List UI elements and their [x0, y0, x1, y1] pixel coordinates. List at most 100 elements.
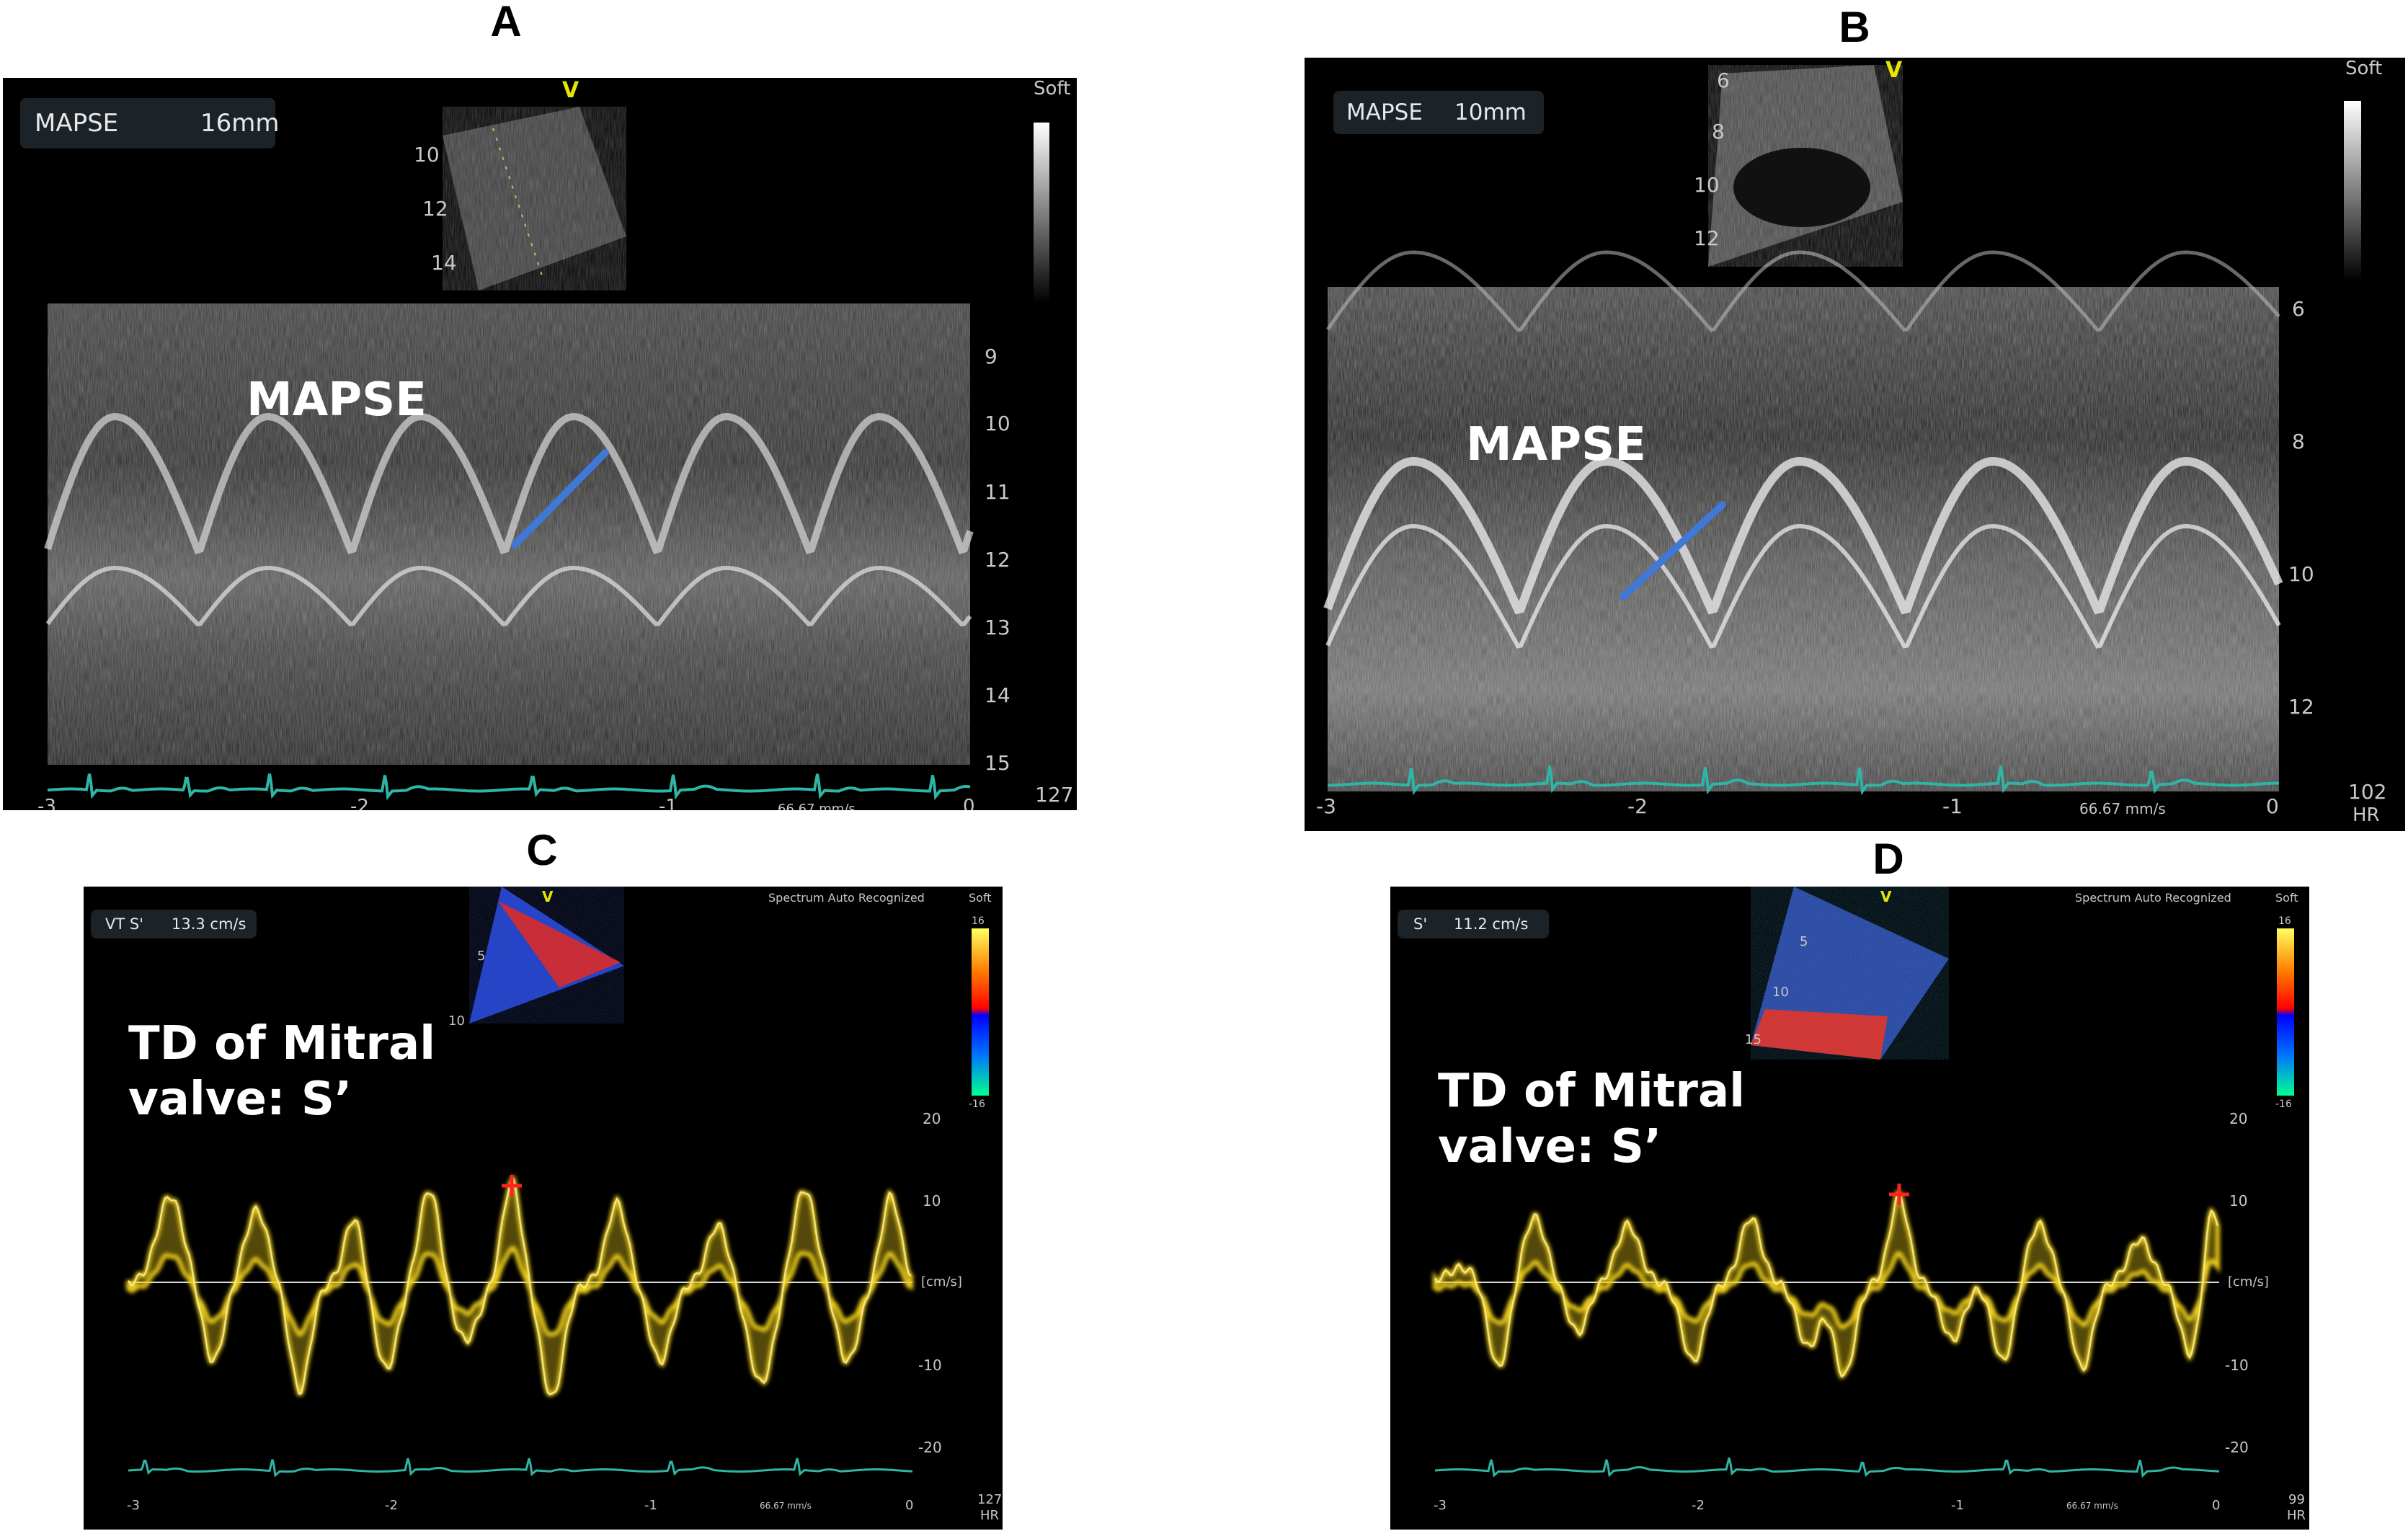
v-marker: V	[1880, 888, 1892, 905]
time-tick-minus1: -1	[1942, 794, 1963, 818]
ecg-trace	[1434, 1457, 2220, 1478]
soft-label: Soft	[2345, 58, 2383, 79]
grayscale-bar	[1034, 123, 1049, 303]
grayscale-bar	[2344, 101, 2361, 281]
color-scale-bottom: -16	[2275, 1099, 2292, 1110]
velocity-tick-20: 20	[2229, 1110, 2248, 1127]
soft-label: Soft	[969, 891, 992, 905]
time-tick-minus1: -1	[644, 1498, 657, 1513]
time-tick-minus2: -2	[1692, 1498, 1705, 1513]
mitral-annulus-trace	[44, 413, 974, 555]
sweep-speed: 66.67 mm/s	[2066, 1501, 2118, 1511]
sector-depth-6: 6	[1717, 68, 1730, 92]
overlay-label: TD of Mitral valve: S’	[1438, 1065, 1746, 1173]
measurement-value: 11.2 cm/s	[1454, 915, 1529, 933]
spectrum-auto-label: Spectrum Auto Recognized	[768, 891, 925, 905]
depth-tick-13: 13	[985, 616, 1010, 639]
depth-tick-9: 9	[985, 345, 998, 368]
sweep-speed: 66.67 mm/s	[778, 802, 856, 810]
time-tick-minus3: -3	[37, 796, 56, 810]
velocity-unit: [cm/s]	[2228, 1274, 2269, 1290]
sector-depth-12: 12	[1694, 226, 1720, 250]
heart-rate-label: HR	[2353, 804, 2380, 826]
velocity-tick-minus10: -10	[918, 1357, 942, 1374]
heart-rate: 127	[977, 1492, 1003, 1507]
sector-depth-5: 5	[477, 949, 486, 964]
doppler-waveform	[126, 1174, 913, 1398]
heart-rate: 99	[2288, 1492, 2305, 1507]
mmode-image-b	[1323, 65, 2361, 796]
depth-tick-6: 6	[2292, 297, 2305, 321]
time-tick-minus1: -1	[1951, 1498, 1964, 1513]
velocity-tick-10: 10	[923, 1192, 941, 1210]
v-marker: V	[562, 78, 579, 103]
measurement-value: 10mm	[1454, 99, 1527, 125]
sector-depth-12: 12	[422, 197, 448, 221]
mmode-image-a	[44, 107, 1049, 801]
sweep-speed: 66.67 mm/s	[760, 1501, 812, 1511]
time-tick-minus3: -3	[127, 1498, 140, 1513]
time-tick-minus3: -3	[1316, 794, 1336, 818]
sector-depth-10: 10	[1694, 173, 1720, 197]
tdi-spectrum-d	[1433, 887, 2294, 1478]
overlay-label: TD of Mitral valve: S’	[128, 1017, 436, 1126]
time-tick-minus1: -1	[659, 796, 677, 810]
velocity-tick-minus10: -10	[2225, 1357, 2249, 1374]
mitral-annulus-trace	[1323, 456, 2283, 615]
measurement-name: MAPSE	[35, 109, 119, 138]
time-tick-minus2: -2	[350, 796, 369, 810]
measurement-name: MAPSE	[1346, 99, 1423, 125]
mapse-caliper-line	[1620, 501, 1726, 600]
measurement-box: MAPSE 10mm	[1333, 91, 1544, 134]
time-tick-0: 0	[963, 796, 975, 810]
measurement-box: S' 11.2 cm/s	[1398, 910, 1549, 938]
color-scale-bottom: -16	[969, 1099, 985, 1110]
s-prime-marker	[502, 1175, 522, 1197]
soft-label: Soft	[2275, 891, 2298, 905]
sector-depth-14: 14	[431, 251, 457, 275]
sector-depth-5: 5	[1800, 934, 1808, 949]
sector-depth-10: 10	[448, 1013, 465, 1029]
velocity-tick-10: 10	[2229, 1192, 2248, 1210]
panel-letter-d: D	[1872, 835, 1904, 883]
s-prime-marker	[1889, 1184, 1909, 1205]
panel-b-mmode: MAPSE 10mm MAPSE V Soft 6 8 10 12 6 8 10…	[1305, 58, 2405, 831]
panel-d-tdi: S' 11.2 cm/s TD of Mitral valve: S’ V Sp…	[1390, 887, 2309, 1530]
v-marker: V	[1885, 58, 1903, 83]
velocity-color-bar	[972, 928, 989, 1096]
tdi-spectrum-c	[126, 887, 989, 1478]
depth-tick-15: 15	[985, 751, 1010, 775]
measurement-box: MAPSE 16mm	[20, 98, 280, 148]
panel-c-tdi: VT S' 13.3 cm/s TD of Mitral valve: S’ V…	[84, 887, 1003, 1530]
velocity-tick-20: 20	[923, 1110, 941, 1127]
time-tick-minus2: -2	[385, 1498, 398, 1513]
depth-tick-10: 10	[985, 412, 1010, 435]
panel-a-mmode: MAPSE 16mm MAPSE V Soft 10 12 14 9 10 11…	[3, 78, 1077, 810]
spectrum-auto-label: Spectrum Auto Recognized	[2075, 891, 2231, 905]
panel-letter-a: A	[490, 0, 522, 45]
time-tick-minus3: -3	[1434, 1498, 1447, 1513]
heart-rate-label: HR	[2287, 1508, 2306, 1523]
depth-tick-12: 12	[985, 548, 1010, 572]
velocity-tick-minus20: -20	[918, 1439, 942, 1456]
measurement-box: VT S' 13.3 cm/s	[91, 910, 257, 938]
measurement-value: 16mm	[200, 109, 280, 138]
depth-tick-14: 14	[985, 683, 1010, 707]
velocity-tick-minus20: -20	[2225, 1439, 2249, 1456]
time-tick-0: 0	[905, 1498, 914, 1513]
sector-depth-15: 15	[1745, 1032, 1761, 1047]
time-tick-0: 0	[2266, 794, 2279, 818]
v-marker: V	[542, 888, 554, 905]
sweep-speed: 66.67 mm/s	[2079, 800, 2166, 817]
heart-rate: 127	[1035, 783, 1074, 807]
overlay-label: MAPSE	[1466, 418, 1646, 471]
sector-depth-8: 8	[1712, 120, 1725, 143]
color-scale-top: 16	[2278, 915, 2291, 927]
soft-label: Soft	[1034, 78, 1071, 99]
depth-tick-11: 11	[985, 480, 1010, 504]
ecg-trace	[47, 773, 971, 801]
doppler-waveform	[1433, 1190, 2220, 1380]
measurement-name: VT S'	[105, 915, 143, 933]
color-scale-top: 16	[972, 915, 985, 927]
depth-tick-10: 10	[2288, 562, 2314, 586]
